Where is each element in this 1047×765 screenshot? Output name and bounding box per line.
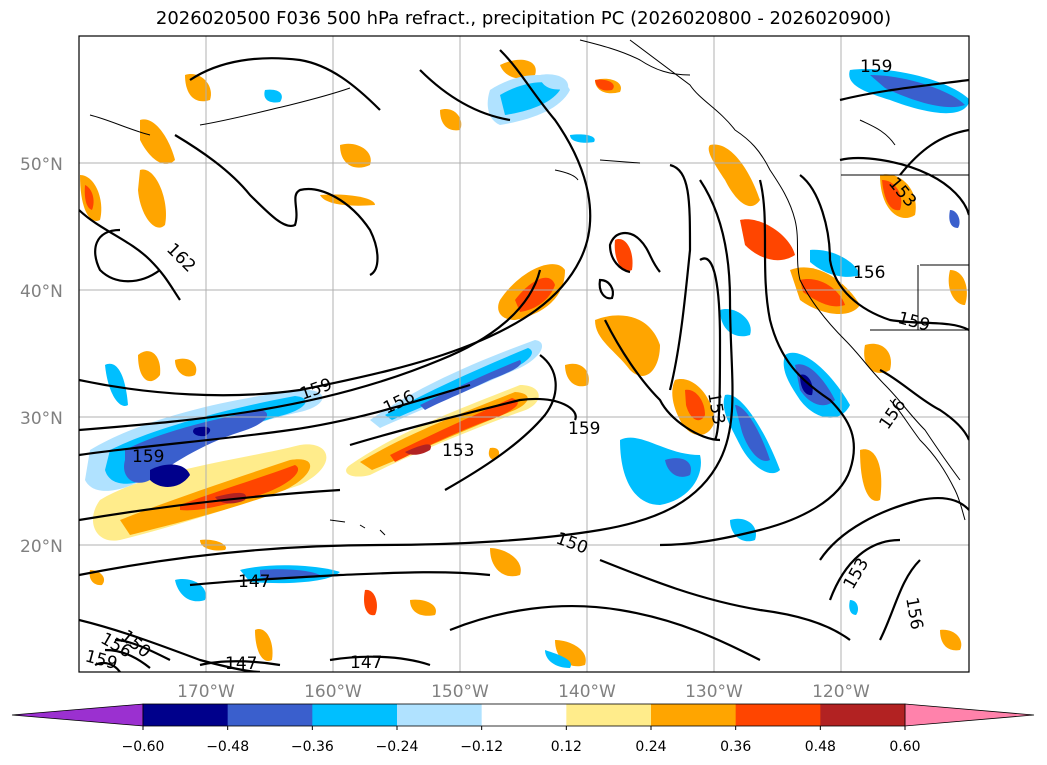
colorbar-extend-high	[904, 703, 1035, 727]
contour-label: 147	[238, 572, 270, 592]
colorbar-segment	[735, 704, 821, 726]
lon-label-130w: 130°W	[685, 682, 743, 702]
precip-shading	[80, 59, 969, 668]
colorbar-segment	[397, 704, 483, 726]
colorbar-tick-label: −0.24	[376, 739, 419, 755]
colorbar-segment	[481, 704, 567, 726]
gridlines	[79, 36, 969, 672]
colorbar-tick-label: −0.12	[460, 739, 503, 755]
colorbar-tick-label: 0.48	[805, 739, 836, 755]
lon-label-120w: 120°W	[812, 682, 870, 702]
contour-label: 159	[568, 419, 600, 439]
lon-label-150w: 150°W	[431, 682, 489, 702]
colorbar-segment	[143, 704, 229, 726]
contour-label: 159	[132, 447, 164, 467]
colorbar-tick-label: 0.60	[889, 739, 920, 755]
contour-label: 159	[860, 57, 892, 77]
contour-label: 156	[853, 263, 885, 283]
lat-label-50n: 50°N	[20, 155, 63, 175]
colorbar-segment	[651, 704, 737, 726]
contour-label: 147	[350, 653, 382, 673]
colorbar-tick-label: −0.60	[122, 739, 165, 755]
coastlines	[89, 39, 969, 536]
contour-label: 153	[442, 441, 474, 461]
colorbar-extend-low	[11, 703, 144, 727]
colorbar-segment	[820, 704, 906, 726]
refractivity-contours	[79, 49, 969, 672]
colorbar-outline	[142, 703, 906, 727]
colorbar-segment	[227, 704, 313, 726]
lon-label-170w: 170°W	[177, 682, 235, 702]
colorbar-tick-label: −0.48	[206, 739, 249, 755]
lon-label-160w: 160°W	[304, 682, 362, 702]
contour-label: 147	[225, 654, 257, 674]
lon-label-140w: 140°W	[558, 682, 616, 702]
lat-label-20n: 20°N	[20, 537, 63, 557]
map-border	[78, 35, 970, 673]
latitude-labels: 50°N 40°N 30°N 20°N	[20, 155, 63, 557]
chart-title: 2026020500 F036 500 hPa refract., precip…	[155, 8, 892, 29]
colorbar-segment	[566, 704, 652, 726]
colorbar: −0.60 −0.48 −0.36 −0.24 −0.12 0.12 0.24 0.36 0.4…	[11, 703, 1035, 755]
colorbar-tick-label: 0.12	[551, 739, 582, 755]
colorbar-tick-label: 0.36	[720, 739, 751, 755]
lat-label-30n: 30°N	[20, 409, 63, 429]
colorbar-tick-label: 0.24	[635, 739, 666, 755]
longitude-labels: 170°W 160°W 150°W 140°W 130°W 120°W	[177, 682, 870, 702]
colorbar-tick-label: −0.36	[291, 739, 334, 755]
colorbar-segment	[312, 704, 398, 726]
lat-label-40n: 40°N	[20, 282, 63, 302]
